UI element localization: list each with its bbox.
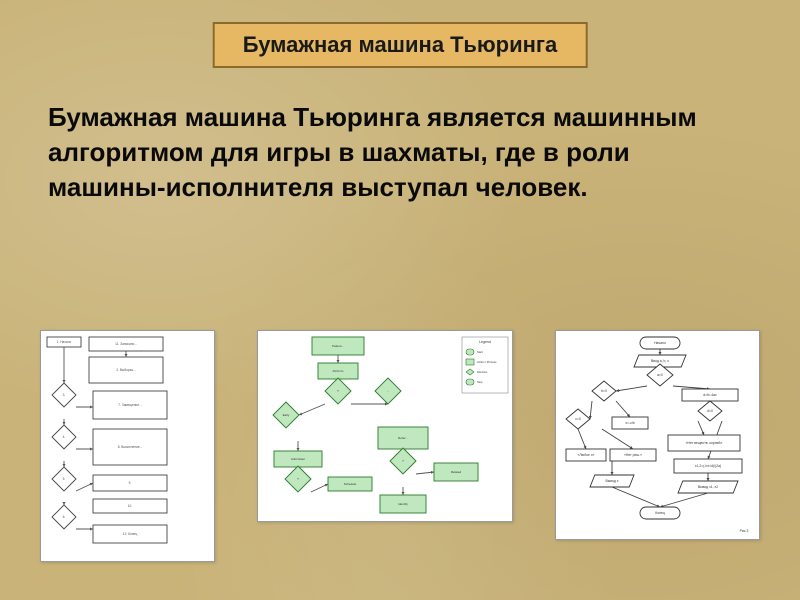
svg-text:d=b²-4ac: d=b²-4ac [703,393,717,397]
flowchart-thumbnail-3: Начало Ввод a, b, c a=0 b=0 c=0 x=-c/b «Любое … [555,330,760,540]
svg-text:d<0: d<0 [707,409,713,413]
svg-text:Early: Early [283,413,290,417]
svg-text:10.: 10. [128,504,133,508]
svg-text:Administer: Administer [291,457,305,461]
svg-text:Action / Process: Action / Process [477,360,497,364]
svg-text:11. Записано...: 11. Записано... [115,342,137,346]
svg-text:«Нет реш.»: «Нет реш.» [624,453,642,457]
svg-text:Start: Start [477,350,483,354]
svg-text:12. Конец: 12. Конец [123,532,137,536]
svg-text:Рис.3: Рис.3 [739,529,748,533]
svg-text:1. Начало: 1. Начало [57,340,72,344]
svg-text:4.: 4. [63,435,66,439]
title-badge: Бумажная машина Тьюринга [213,22,588,68]
svg-text:Identify: Identify [399,502,409,506]
svg-text:x=-c/b: x=-c/b [625,421,634,425]
svg-text:c=0: c=0 [575,417,581,421]
svg-text:5.: 5. [63,477,66,481]
body-paragraph: Бумажная машина Тьюринга является машинн… [48,100,752,205]
svg-text:«Любое x»: «Любое x» [577,453,594,457]
svg-text:8. Вычисление...: 8. Вычисление... [118,445,143,449]
svg-text:Stop: Stop [477,380,483,384]
svg-text:Related: Related [451,470,462,474]
svg-text:3.: 3. [63,393,66,397]
thumbnail-row: 1. Начало 11. Записано... 2. Выборка... 3. 4… [0,330,800,562]
flowchart-thumbnail-2: Patient...Perform?EarlyAdminister?Schedu… [257,330,512,522]
svg-text:x1,2=(-b±√d)/(2a): x1,2=(-b±√d)/(2a) [695,464,721,468]
svg-text:Начало: Начало [654,341,666,345]
svg-text:9.: 9. [129,481,132,485]
svg-text:Perform: Perform [333,369,344,373]
svg-text:...: ... [387,389,390,393]
svg-text:a=0: a=0 [657,373,663,377]
svg-text:Legend: Legend [480,340,492,344]
flowchart-thumbnail-1: 1. Начало 11. Записано... 2. Выборка... 3. 4… [40,330,215,562]
svg-text:«Нет веществ. корней»: «Нет веществ. корней» [685,441,722,445]
svg-text:Вывод x: Вывод x [605,479,618,483]
svg-text:Вывод x1, x2: Вывод x1, x2 [698,485,718,489]
svg-text:Patient...: Patient... [333,344,345,348]
svg-text:7. Замещение...: 7. Замещение... [118,403,142,407]
svg-text:Конец: Конец [655,511,665,515]
svg-text:Refer...: Refer... [399,436,409,440]
svg-text:Schedule: Schedule [344,482,357,486]
svg-text:6.: 6. [63,515,66,519]
svg-text:Decision: Decision [477,370,488,374]
svg-text:2. Выборка...: 2. Выборка... [116,368,135,372]
svg-text:Ввод a, b, c: Ввод a, b, c [651,359,669,363]
svg-text:b=0: b=0 [601,389,607,393]
